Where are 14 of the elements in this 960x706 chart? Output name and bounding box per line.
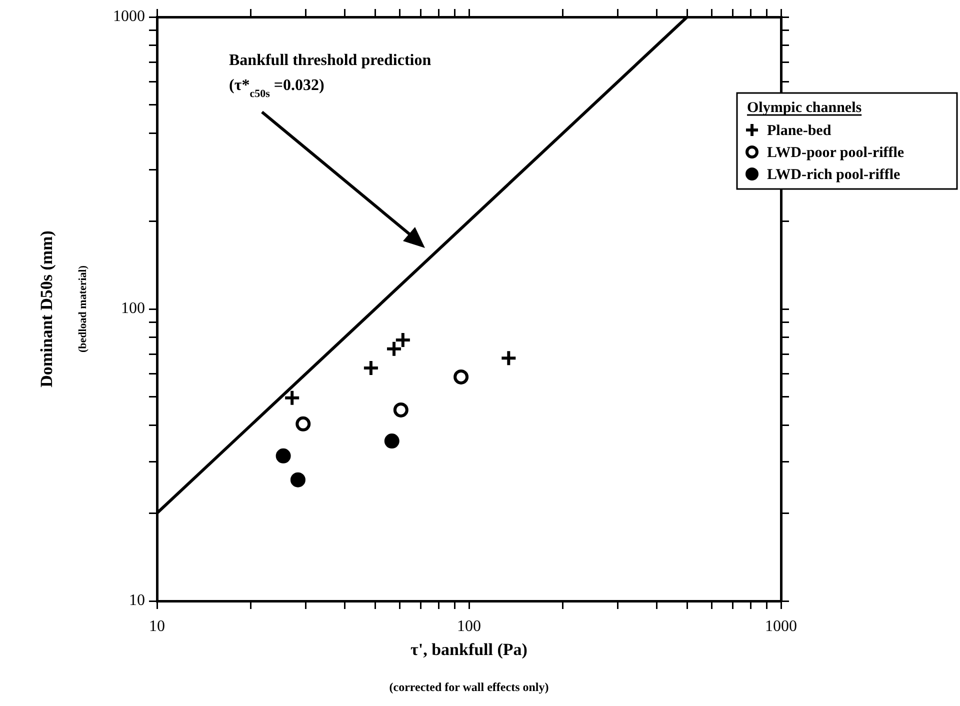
y-tick-label: 1000 bbox=[113, 8, 145, 26]
x-axis-title: τ', bankfull (Pa) bbox=[410, 640, 528, 660]
legend-label: LWD-poor pool-riffle bbox=[767, 145, 904, 161]
legend-label: LWD-rich pool-riffle bbox=[767, 167, 901, 183]
legend-label: Plane-bed bbox=[767, 123, 832, 139]
x-tick-label: 100 bbox=[457, 618, 481, 635]
text: (corrected for wall effects only) bbox=[389, 680, 549, 695]
y-tick-label: 100 bbox=[121, 300, 145, 318]
legend-title: Olympic channels bbox=[747, 100, 862, 116]
x-tick-label: 1000 bbox=[765, 618, 797, 635]
x-tick-label: 10 bbox=[149, 618, 165, 635]
y-axis-title: Dominant D50s (mm) bbox=[37, 230, 57, 388]
y-tick-label: 10 bbox=[129, 592, 145, 610]
text: (bedload material) bbox=[77, 265, 89, 353]
